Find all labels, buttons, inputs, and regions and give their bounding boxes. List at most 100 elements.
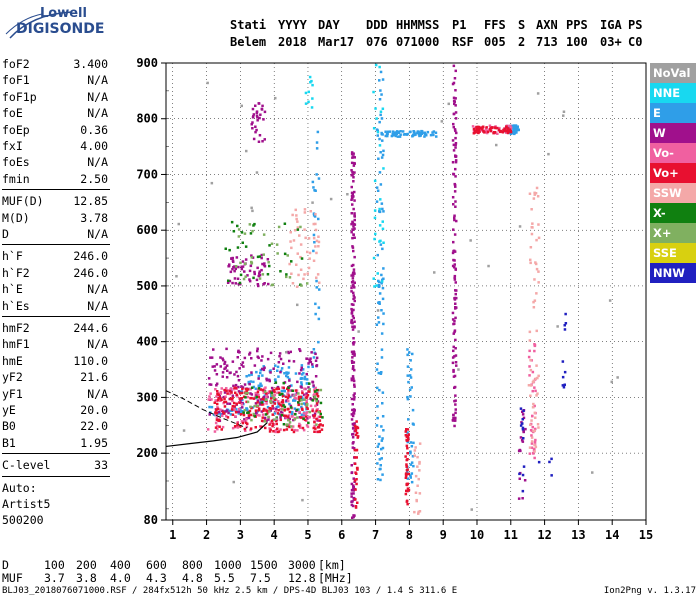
data-point-w: [232, 384, 235, 388]
param-g1-4: foEp 0.36: [2, 122, 108, 138]
data-point-w: [351, 356, 354, 359]
data-point-w: [221, 375, 224, 378]
data-point-w: [272, 367, 275, 370]
data-point-vo: [262, 419, 265, 423]
data-point-x: [306, 282, 309, 285]
data-point-ssw: [294, 208, 297, 212]
data-point-w: [351, 156, 354, 159]
data-point-vo: [287, 389, 290, 392]
data-point-w: [353, 227, 356, 230]
data-point-e: [380, 371, 383, 374]
data-point-noval: [616, 376, 619, 379]
data-point-ssw: [418, 469, 421, 472]
data-point-w: [215, 384, 218, 387]
data-point-vo: [406, 468, 409, 471]
data-point-vo: [506, 128, 509, 132]
data-point-w: [218, 410, 221, 414]
data-point-x: [244, 245, 248, 248]
data-point-x: [308, 388, 311, 391]
data-point-e: [409, 476, 412, 479]
data-point-x: [263, 420, 267, 423]
data-point-vo: [242, 413, 246, 417]
data-point-vo: [252, 397, 256, 400]
data-point-w: [455, 364, 458, 367]
data-point-ssw: [291, 213, 294, 217]
data-point-vo: [206, 428, 210, 431]
data-point-x: [244, 396, 247, 399]
x-tick-label: 6: [338, 528, 345, 542]
data-point-x: [246, 400, 250, 404]
data-point-w: [353, 156, 356, 159]
data-point-e: [398, 135, 402, 138]
data-point-w: [295, 392, 299, 395]
data-point-ssw: [414, 474, 418, 478]
data-point-w: [221, 357, 224, 360]
data-point-e: [375, 368, 379, 371]
data-point-vo: [472, 128, 476, 131]
data-point-w: [454, 129, 457, 133]
data-point-e: [277, 375, 280, 378]
data-point-w: [350, 274, 353, 277]
data-point-w: [285, 399, 288, 402]
data-point-w: [454, 97, 457, 100]
data-point-vo: [304, 412, 308, 415]
data-point-vo: [231, 413, 235, 416]
data-point-vo: [271, 413, 274, 416]
data-point-e: [300, 405, 303, 409]
data-point-w: [274, 407, 278, 411]
data-point-w: [305, 392, 308, 395]
param-separator: [2, 316, 110, 317]
data-point-w: [298, 348, 301, 351]
data-point-e: [262, 365, 265, 368]
data-point-w: [288, 385, 291, 388]
data-point-vo: [404, 472, 408, 475]
data-point-ssw: [314, 213, 317, 216]
data-point-vo: [233, 408, 236, 412]
data-point-e: [312, 356, 316, 359]
data-point-vo: [275, 387, 278, 390]
data-point-vo: [221, 414, 224, 417]
data-point-x: [246, 391, 249, 395]
data-point-ssw: [418, 492, 422, 495]
data-point-w: [298, 372, 301, 375]
data-point-vo: [406, 489, 409, 493]
data-point-x: [280, 392, 284, 396]
data-point-e: [377, 157, 380, 160]
data-point-w: [236, 356, 239, 359]
data-point-w: [353, 352, 356, 356]
data-point-x: [249, 232, 253, 235]
distance-value: 1500: [250, 558, 278, 572]
header-value-1: 2018: [278, 35, 307, 49]
param-g4-7: B1 1.95: [2, 435, 108, 451]
data-point-e: [379, 464, 382, 467]
data-point-w: [451, 139, 455, 142]
data-point-w: [225, 347, 228, 351]
data-point-x: [238, 281, 242, 285]
data-point-nnw: [563, 383, 566, 386]
data-point-e: [434, 131, 438, 134]
data-point-vo: [257, 396, 261, 399]
data-point-e: [517, 128, 520, 131]
data-point-ssw: [529, 394, 532, 397]
data-point-ssw: [314, 245, 317, 248]
header-value-2: Mar17: [318, 35, 355, 49]
data-point-ssw: [306, 272, 309, 275]
data-point-e: [380, 348, 384, 351]
data-point-w: [352, 365, 355, 368]
header-label-10: IGA: [600, 18, 622, 32]
param-clevel-0: C-level 33: [2, 457, 108, 473]
data-point-w: [351, 220, 354, 224]
data-point-w: [350, 185, 353, 189]
data-point-w: [309, 357, 312, 360]
data-point-e: [380, 309, 383, 312]
data-point-w: [454, 267, 457, 271]
data-point-ssw: [295, 217, 298, 221]
data-point-e: [378, 458, 382, 461]
data-point-w: [455, 219, 458, 223]
data-point-vo: [235, 393, 239, 396]
data-point-w: [263, 366, 266, 369]
data-point-x: [275, 243, 279, 246]
data-point-w: [314, 359, 318, 362]
data-point-e: [420, 132, 424, 135]
data-point-w: [282, 362, 285, 365]
